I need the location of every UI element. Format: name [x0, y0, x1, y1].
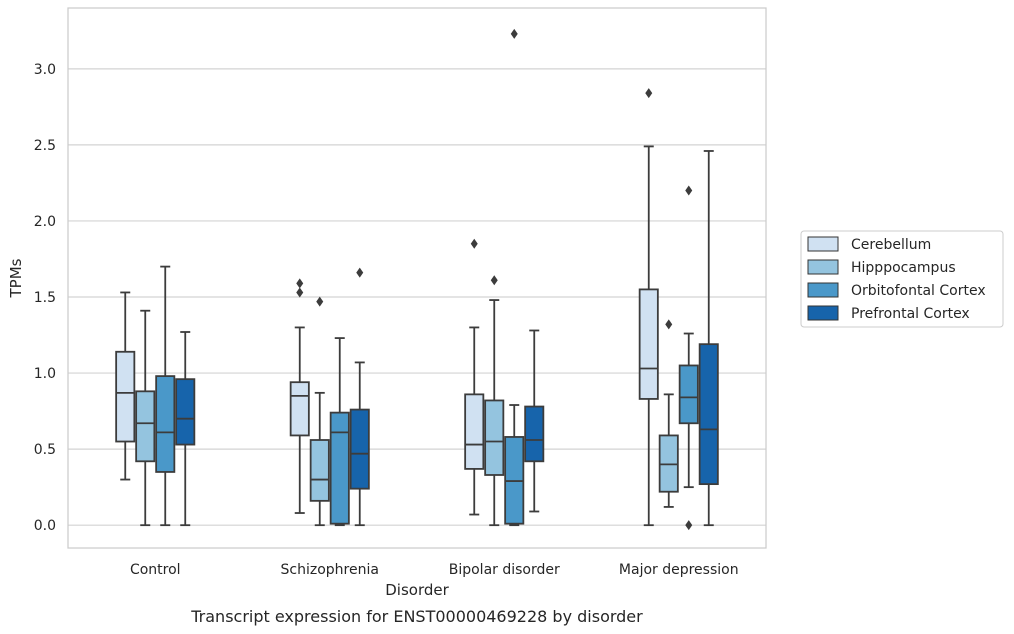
legend-swatch-prefrontal — [807, 305, 839, 321]
box-group — [115, 291, 136, 481]
legend-label-cerebellum: Cerebellum — [851, 237, 931, 253]
box-iqr — [524, 405, 545, 463]
box-iqr — [289, 381, 310, 437]
outlier-point — [296, 287, 304, 298]
outlier-point — [645, 88, 653, 99]
legend-swatch-orbitofrontal — [807, 282, 839, 298]
y-tick-label: 1.5 — [34, 290, 56, 306]
box-group — [678, 185, 699, 531]
box-group — [638, 88, 659, 527]
box-iqr — [464, 393, 485, 470]
box-group — [349, 267, 370, 527]
box-group — [658, 319, 679, 508]
outlier-point — [470, 238, 478, 249]
x-tick-label: Major depression — [619, 562, 739, 578]
y-tick-labels: 0.0 0.5 1.0 1.5 2.0 2.5 3.0 — [34, 62, 56, 534]
y-tick-label: 0.0 — [34, 518, 56, 534]
box-iqr — [329, 411, 350, 525]
box-iqr — [698, 343, 719, 486]
box-group — [135, 309, 156, 527]
x-axis-title: Disorder — [385, 581, 449, 599]
legend-swatch-hippocampus — [807, 259, 839, 275]
box-iqr — [155, 375, 176, 473]
outlier-point — [356, 267, 364, 278]
x-tick-label: Bipolar disorder — [449, 562, 560, 578]
box-group — [484, 275, 505, 527]
y-tick-label: 1.0 — [34, 366, 56, 382]
box-group — [289, 278, 310, 514]
box-iqr — [638, 288, 659, 400]
figure-caption: Transcript expression for ENST0000046922… — [190, 607, 643, 626]
legend-swatch-cerebellum — [807, 236, 839, 252]
box-group — [309, 296, 330, 527]
gridlines — [68, 68, 766, 526]
box-iqr — [135, 390, 156, 463]
outlier-point — [510, 28, 518, 39]
outlier-point — [316, 296, 324, 307]
box-iqr — [349, 408, 370, 490]
box-iqr — [484, 399, 505, 476]
box-iqr — [175, 378, 196, 446]
outlier-point — [665, 319, 673, 330]
outlier-point — [685, 520, 693, 531]
box-group — [175, 331, 196, 527]
outlier-point — [296, 278, 304, 289]
legend-label-prefrontal: Prefrontal Cortex — [851, 306, 970, 322]
box-iqr — [309, 439, 330, 502]
box-group — [464, 238, 485, 516]
plot-frame — [67, 7, 767, 549]
y-tick-label: 2.0 — [34, 214, 56, 230]
box-group — [524, 329, 545, 513]
outlier-point — [490, 275, 498, 286]
box-plots — [115, 28, 719, 531]
box-group — [155, 265, 176, 527]
box-iqr — [678, 364, 699, 425]
box-group — [504, 28, 525, 527]
x-tick-label: Control — [130, 562, 181, 578]
y-tick-label: 0.5 — [34, 442, 56, 458]
box-group — [329, 337, 350, 527]
legend-frame — [800, 230, 1004, 328]
y-axis-title: TPMs — [7, 258, 25, 298]
outlier-point — [685, 185, 693, 196]
y-tick-label: 3.0 — [34, 62, 56, 78]
box-group — [698, 150, 719, 527]
x-tick-label: Schizophrenia — [281, 562, 379, 578]
legend-label-orbitofrontal: Orbitofontal Cortex — [851, 283, 986, 299]
legend: Cerebellum Hipppocampus Orbitofontal Cor… — [800, 230, 1004, 328]
y-tick-label: 2.5 — [34, 138, 56, 154]
x-tick-labels: Control Schizophrenia Bipolar disorder Majo… — [130, 562, 739, 578]
box-iqr — [115, 350, 136, 443]
legend-label-hippocampus: Hipppocampus — [851, 260, 956, 276]
